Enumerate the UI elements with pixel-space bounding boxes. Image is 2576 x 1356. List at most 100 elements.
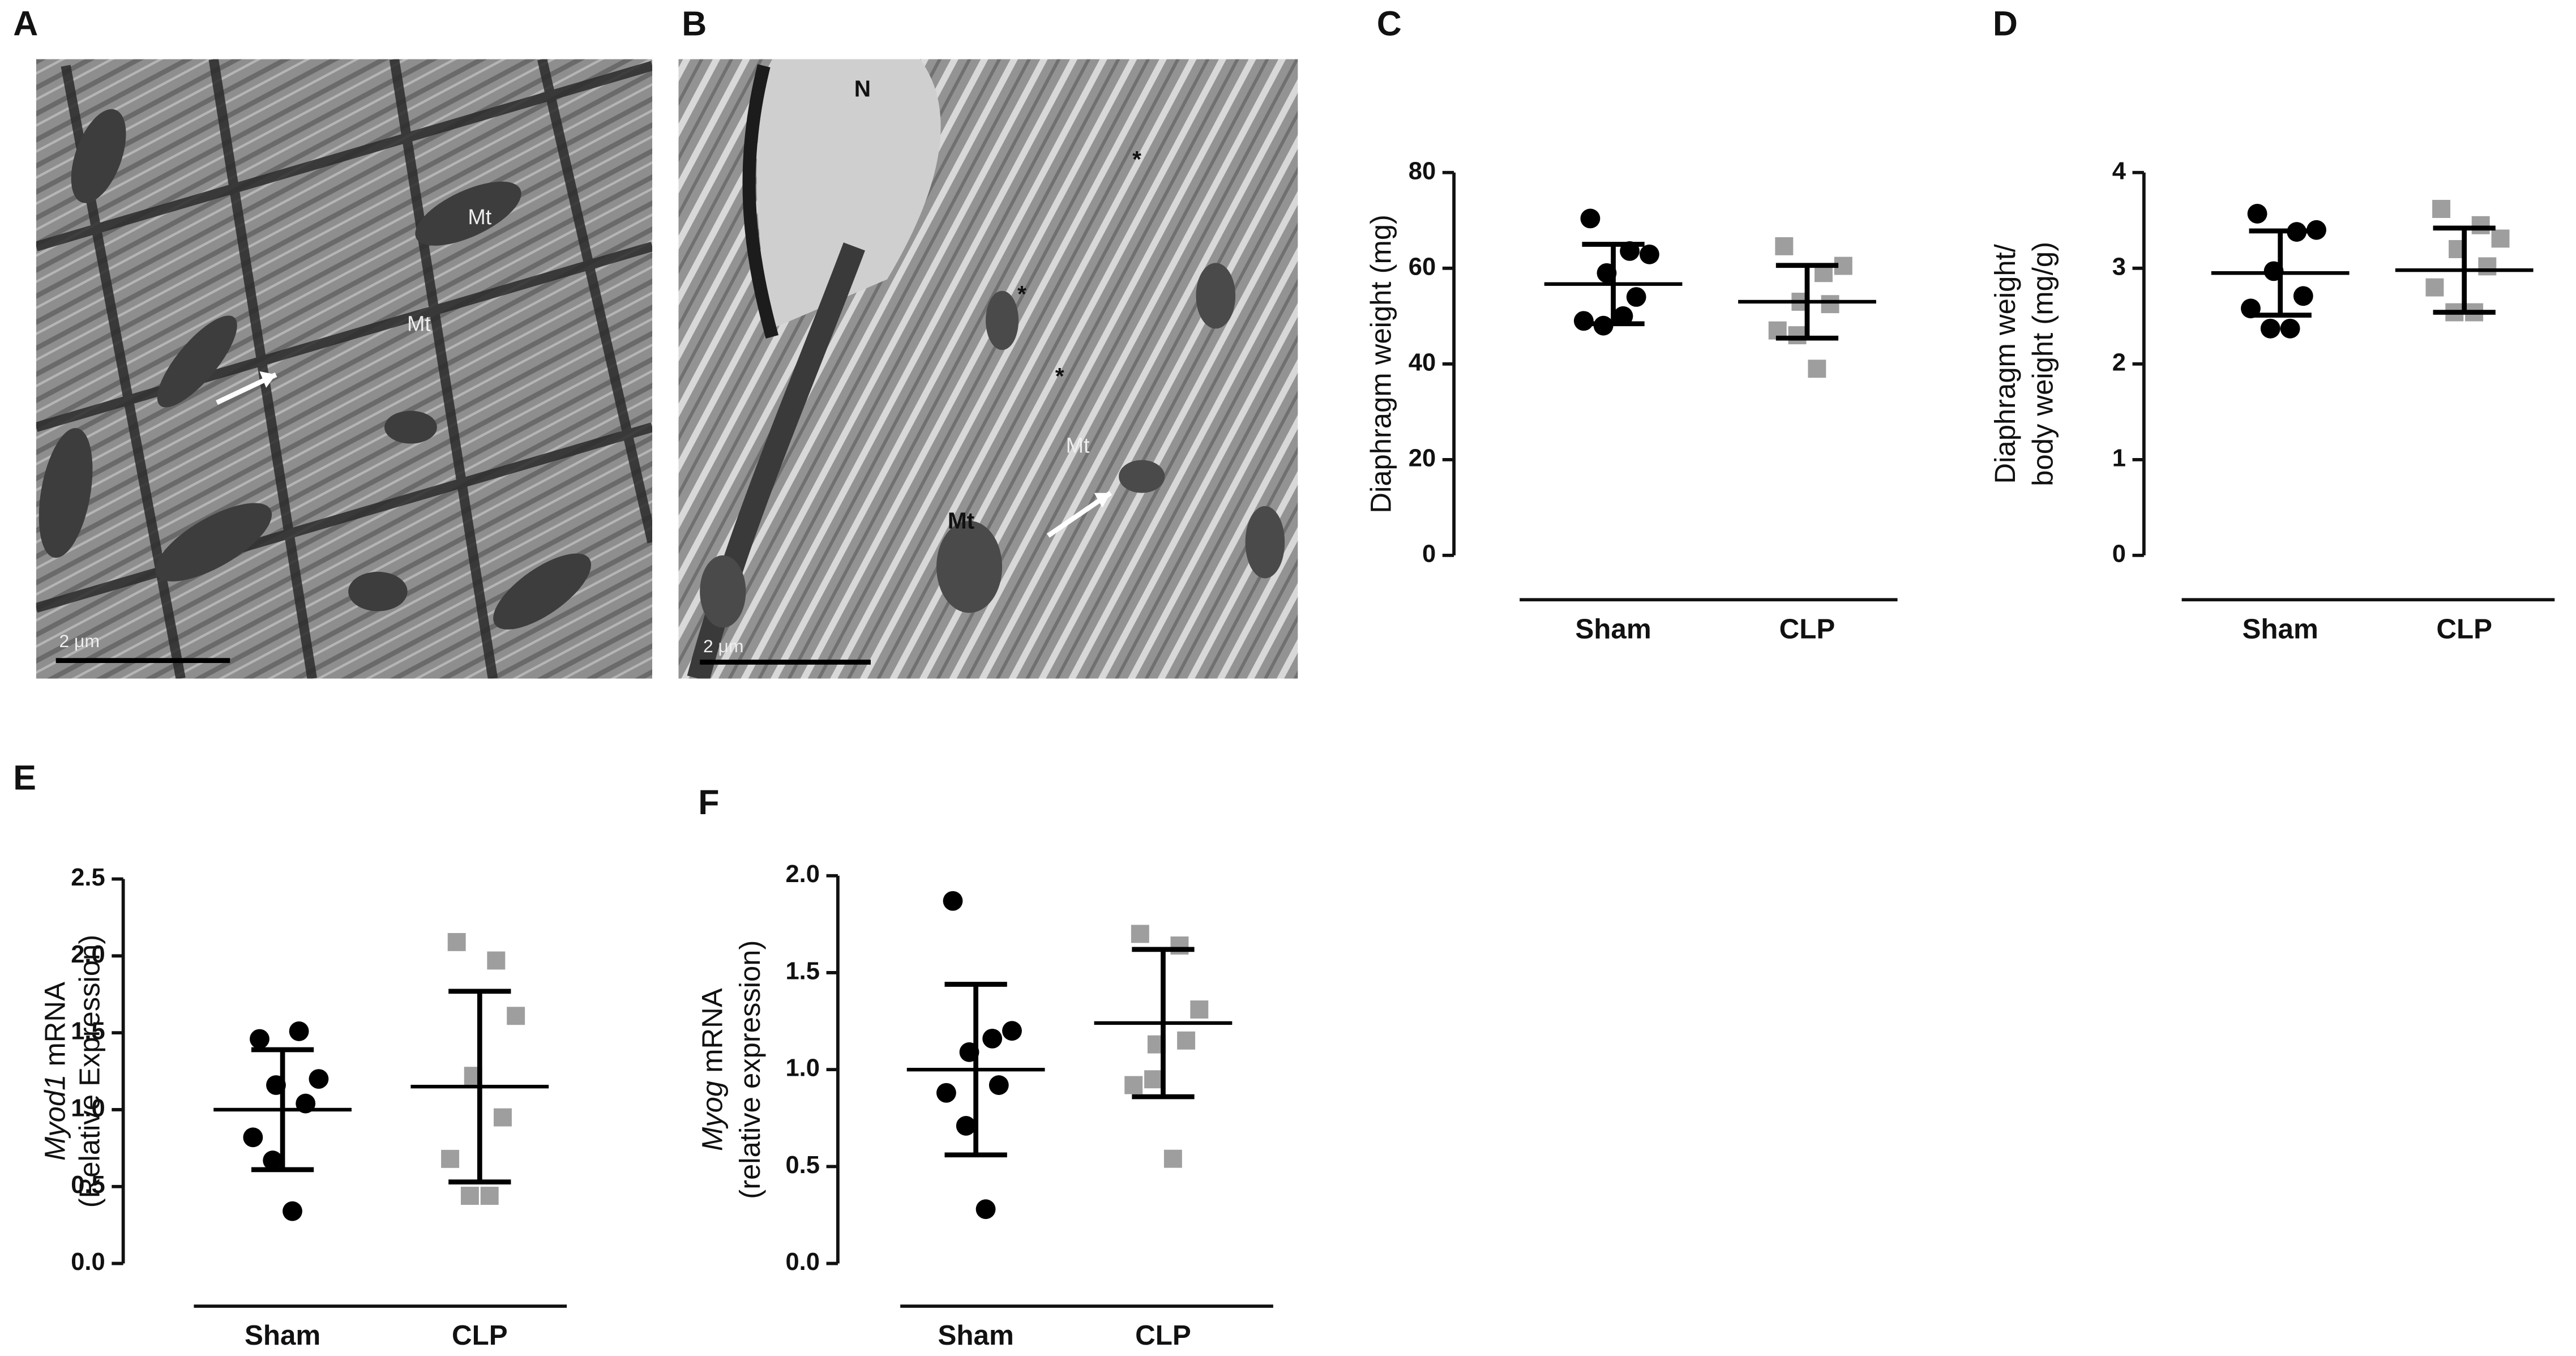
data-point <box>989 1075 1009 1095</box>
data-point <box>2247 204 2267 224</box>
y-tick-label: 60 <box>1409 253 1436 280</box>
x-tick-label: Sham <box>245 1320 320 1351</box>
chart: F 0.0 0.5 1.0 1.5 2.0 Myog mRNA (relative expre… <box>696 783 1273 1351</box>
data-point <box>1613 306 1633 326</box>
data-point <box>936 1083 956 1103</box>
y-tick-label: 2.0 <box>71 941 105 968</box>
image-label: * <box>1055 363 1064 389</box>
chart: D 0 1 2 3 4 Diaphragm weight/body weight (mg/g… <box>1989 5 2555 644</box>
y-tick-label: 1.0 <box>785 1055 820 1082</box>
panel-letter: C <box>1377 5 1402 43</box>
data-point <box>1775 237 1794 255</box>
data-point <box>493 1108 512 1127</box>
data-point <box>2491 229 2510 248</box>
y-axis-label-part: mRNA <box>696 988 729 1081</box>
data-point <box>2425 278 2444 297</box>
image-label: * <box>1017 281 1026 307</box>
y-tick-label: 1.0 <box>71 1094 105 1122</box>
data-point <box>2307 220 2326 240</box>
y-axis-label-part: Myog <box>696 1081 729 1151</box>
y-tick-label: 1.5 <box>785 957 820 985</box>
data-point <box>2478 257 2497 276</box>
data-point <box>289 1021 309 1041</box>
data-point <box>2432 200 2451 218</box>
data-point <box>1788 326 1807 345</box>
data-point <box>1144 1070 1163 1089</box>
data-point <box>1626 287 1646 307</box>
panel-letter: A <box>13 5 38 43</box>
x-tick-label: Sham <box>938 1320 1013 1351</box>
y-tick-label: 1 <box>2112 444 2126 472</box>
data-point <box>1190 1000 1209 1019</box>
data-point <box>975 1199 996 1220</box>
y-tick-label: 3 <box>2112 253 2126 280</box>
y-axis-label-part: Diaphragm weight (mg) <box>1365 215 1397 514</box>
y-tick-label: 0 <box>2112 540 2126 567</box>
image-label: Mt <box>468 205 491 229</box>
data-point <box>2260 318 2280 339</box>
data-point <box>1821 295 1839 314</box>
data-point <box>1124 1076 1143 1094</box>
y-tick-label: 40 <box>1409 349 1436 376</box>
data-point <box>480 1187 499 1205</box>
y-axis-label: Diaphragm weight/ <box>1989 243 2021 484</box>
data-point <box>243 1127 263 1148</box>
x-tick-label: Sham <box>2243 613 2318 644</box>
panel-letter: F <box>698 783 719 822</box>
panel-letter: E <box>13 759 36 797</box>
image-label: N <box>854 75 871 101</box>
y-tick-label: 20 <box>1409 444 1436 472</box>
data-point <box>943 891 963 911</box>
data-point <box>1639 244 1659 264</box>
y-axis-label-part: mRNA <box>39 982 71 1075</box>
y-tick-label: 80 <box>1409 157 1436 185</box>
image-label: Mt <box>948 508 975 534</box>
y-axis-label-part: Diaphragm weight/ <box>1989 243 2021 484</box>
micrograph-b <box>678 59 1298 679</box>
y-tick-label: 1.5 <box>71 1018 105 1045</box>
y-tick-label: 0.0 <box>71 1248 105 1276</box>
data-point <box>441 1149 460 1168</box>
data-point <box>447 932 466 951</box>
data-point <box>2280 318 2300 339</box>
data-point <box>1808 360 1826 378</box>
y-axis-label: Diaphragm weight (mg) <box>1365 215 1397 514</box>
x-tick-label: CLP <box>1135 1320 1191 1351</box>
y-axis-label-part: Myod1 <box>39 1075 71 1161</box>
data-point <box>263 1150 283 1170</box>
data-point <box>1131 925 1149 943</box>
data-point <box>283 1201 302 1221</box>
data-point <box>982 1028 1003 1049</box>
data-point <box>1002 1021 1022 1041</box>
panel-letter: D <box>1993 5 2018 43</box>
y-axis-label-part: (relative expression) <box>734 940 766 1199</box>
y-tick-label: 0.5 <box>785 1152 820 1179</box>
data-point <box>1580 208 1601 229</box>
x-tick-label: CLP <box>1779 613 1835 644</box>
y-tick-label: 4 <box>2112 157 2126 185</box>
data-point <box>309 1069 329 1089</box>
y-axis-label-part: body weight (mg/g) <box>2027 242 2059 486</box>
scale-bar-label: 2 μm <box>59 631 100 651</box>
y-tick-label: 2 <box>2112 349 2126 376</box>
image-label: Mt <box>1066 433 1090 457</box>
x-tick-label: CLP <box>2436 613 2492 644</box>
y-axis-label: (relative expression) <box>734 940 766 1199</box>
y-tick-label: 2.0 <box>785 861 820 888</box>
chart: E 0.0 0.5 1.0 1.5 2.0 2.5 Myod1 mRNA (Relative E… <box>13 759 567 1351</box>
data-point <box>507 1007 525 1025</box>
y-axis-label: body weight (mg/g) <box>2027 242 2059 486</box>
y-axis-label: Myog mRNA <box>696 988 729 1151</box>
x-tick-label: Sham <box>1575 613 1651 644</box>
data-point <box>1177 1031 1196 1050</box>
data-point <box>2471 216 2490 234</box>
data-point <box>250 1029 269 1049</box>
scale-bar-label: 2 μm <box>703 636 744 656</box>
data-point <box>1573 311 1594 331</box>
image-label: Mt <box>407 312 431 336</box>
data-point <box>1163 1149 1182 1168</box>
data-point <box>956 1116 976 1136</box>
y-tick-label: 2.5 <box>71 864 105 891</box>
